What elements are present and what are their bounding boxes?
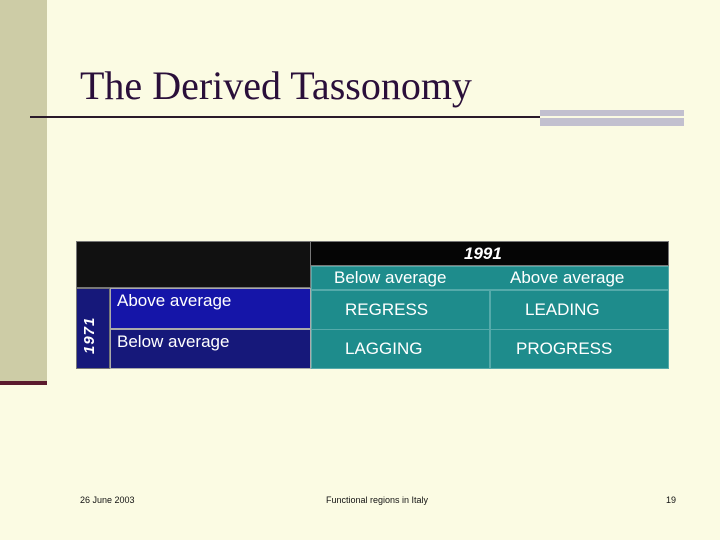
column-header: Below average <box>334 268 447 287</box>
footer-date: 26 June 2003 <box>80 495 135 505</box>
cell-text: LAGGING <box>345 339 423 358</box>
title-underline <box>30 116 540 118</box>
column-header: Above average <box>510 268 625 287</box>
table-cell: REGRESS <box>311 290 490 330</box>
column-header-row: Below average Above average <box>311 266 669 290</box>
row-group-header: 1971 <box>76 288 110 369</box>
footer-title: Functional regions in Italy <box>326 495 429 505</box>
left-decor-band-edge <box>0 381 47 385</box>
title-accent-bar-bottom <box>540 118 684 126</box>
col-group-label: 1991 <box>464 244 502 263</box>
left-decor-band <box>0 0 47 384</box>
row-header-label: Above average <box>117 291 232 310</box>
taxonomy-table: 1991 Below average Above average 1971 Ab… <box>76 241 669 369</box>
cell-text: REGRESS <box>345 300 429 319</box>
cell-text: LEADING <box>525 300 600 319</box>
cell-text: PROGRESS <box>516 339 613 358</box>
row-header: Above average <box>110 288 311 329</box>
table-cell: LEADING <box>490 290 669 330</box>
table-cell: PROGRESS <box>490 329 669 369</box>
slide-title: The Derived Tassonomy <box>80 63 472 108</box>
page-number: 19 <box>666 495 677 505</box>
row-group-label: 1971 <box>81 316 98 354</box>
table-corner <box>76 241 311 288</box>
row-header-label: Below average <box>117 332 230 351</box>
table-cell: LAGGING <box>311 329 490 369</box>
title-accent-bar-top <box>540 110 684 116</box>
row-header: Below average <box>110 329 311 369</box>
